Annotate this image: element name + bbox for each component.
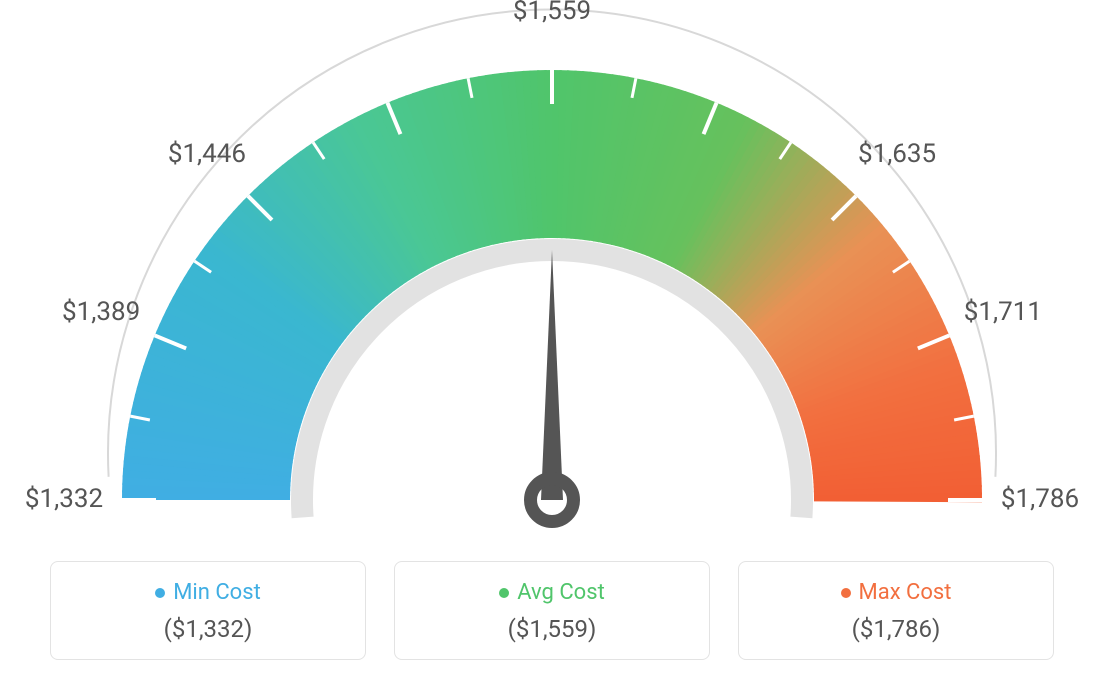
gauge-area: $1,332 $1,389 $1,446 $1,559 $1,635 $1,711 $1,7… (0, 0, 1104, 560)
gauge-tick-label: $1,786 (980, 484, 1100, 514)
max-cost-label: Max Cost (859, 580, 952, 605)
min-cost-title: Min Cost (51, 580, 365, 605)
gauge-chart-container: $1,332 $1,389 $1,446 $1,559 $1,635 $1,711 $1,7… (0, 0, 1104, 690)
avg-cost-value: ($1,559) (395, 615, 709, 643)
max-cost-title: Max Cost (739, 580, 1053, 605)
avg-cost-title: Avg Cost (395, 580, 709, 605)
gauge-tick-label: $1,635 (837, 139, 957, 169)
summary-cards-row: Min Cost ($1,332) Avg Cost ($1,559) Max … (50, 561, 1054, 660)
max-cost-card: Max Cost ($1,786) (738, 561, 1054, 660)
avg-cost-card: Avg Cost ($1,559) (394, 561, 710, 660)
min-cost-dot (155, 588, 165, 598)
gauge-tick-label: $1,711 (943, 297, 1063, 327)
gauge-tick-label: $1,332 (4, 484, 124, 514)
min-cost-value: ($1,332) (51, 615, 365, 643)
min-cost-label: Min Cost (173, 580, 261, 605)
gauge-tick-label: $1,389 (41, 297, 161, 327)
gauge-tick-label: $1,446 (147, 139, 267, 169)
min-cost-card: Min Cost ($1,332) (50, 561, 366, 660)
avg-cost-label: Avg Cost (517, 580, 605, 605)
max-cost-dot (841, 588, 851, 598)
gauge-tick-label: $1,559 (492, 0, 612, 26)
avg-cost-dot (499, 588, 509, 598)
gauge-svg (0, 0, 1104, 560)
max-cost-value: ($1,786) (739, 615, 1053, 643)
